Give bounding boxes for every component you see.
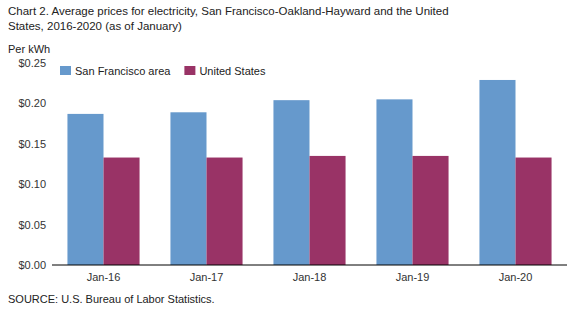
bar <box>516 158 552 265</box>
x-tick-label: Jan-19 <box>396 271 430 283</box>
x-tick-label: Jan-17 <box>190 271 224 283</box>
bar <box>413 156 449 265</box>
bars <box>67 80 551 265</box>
y-tick-label: $0.05 <box>18 219 46 231</box>
y-tick-label: $0.00 <box>18 259 46 271</box>
x-tick-label: Jan-16 <box>87 271 121 283</box>
bar <box>207 158 243 265</box>
bar <box>376 99 412 265</box>
chart: Chart 2. Average prices for electricity,… <box>0 0 579 311</box>
x-axis <box>52 265 567 266</box>
legend-swatch <box>184 66 195 75</box>
legend-label: San Francisco area <box>75 65 171 77</box>
legend: San Francisco area United States <box>60 65 266 77</box>
y-tick-label: $0.25 <box>18 57 46 69</box>
y-tick-label: $0.15 <box>18 138 46 150</box>
legend-swatch <box>60 66 71 75</box>
bar <box>479 80 515 265</box>
bar <box>67 114 103 265</box>
y-tick-label: $0.10 <box>18 178 46 190</box>
y-tick-label: $0.20 <box>18 97 46 109</box>
annotation: SOURCE: U.S. Bureau of Labor Statistics. <box>8 293 215 305</box>
x-tick-label: Jan-18 <box>293 271 327 283</box>
bar <box>310 156 346 265</box>
title: States, 2016-2020 (as of January) <box>8 20 182 32</box>
bar <box>104 158 140 265</box>
y-axis-label: Per kWh <box>8 43 50 55</box>
title: Chart 2. Average prices for electricity,… <box>8 5 449 17</box>
legend-label: United States <box>199 65 266 77</box>
bar <box>170 112 206 265</box>
bar <box>273 100 309 265</box>
x-tick-label: Jan-20 <box>499 271 533 283</box>
